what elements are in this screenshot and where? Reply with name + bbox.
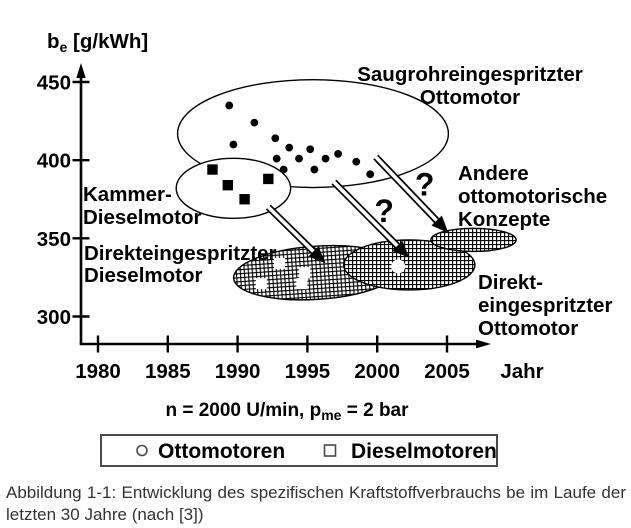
label-otto-di-line3: Ottomotor xyxy=(478,317,578,340)
y-axis-title: be [g/kWh] xyxy=(47,30,148,55)
data-point-otto xyxy=(225,101,234,110)
label-andere-line3: Konzepte xyxy=(458,208,550,231)
legend-otto-circle-icon xyxy=(136,444,148,457)
caption-line1: Abbildung 1-1: Entwicklung des spezifisc… xyxy=(6,483,626,502)
chart-svg: 450 400 350 300 1980 1985 1990 1995 2000 2005 ??… xyxy=(37,30,612,467)
y-axis-arrow-icon xyxy=(76,63,86,78)
label-andere-line2: ottomotorische xyxy=(458,185,607,208)
question-mark: ? xyxy=(374,193,394,229)
y-tick-label: 350 xyxy=(37,228,71,251)
x-tick-label: 2000 xyxy=(354,360,400,383)
x-tick-label: 2005 xyxy=(424,360,470,383)
data-point-otto-di xyxy=(391,259,406,274)
label-saugrohr-line2: Ottomotor xyxy=(420,86,520,109)
group-ellipse-andere xyxy=(430,227,517,253)
data-point-otto xyxy=(321,154,330,163)
data-point-diesel xyxy=(222,179,234,191)
data-point-otto xyxy=(271,134,280,143)
label-saugrohr-line1: Saugrohreingespritzter xyxy=(357,63,583,86)
label-otto-di-line2: eingespritzter xyxy=(478,294,612,317)
legend-otto-label: Ottomotoren xyxy=(158,440,285,463)
x-tick-label: 1995 xyxy=(285,360,331,383)
condition-line: n = 2000 U/min, pme = 2 bar xyxy=(165,400,409,423)
data-point-otto xyxy=(366,170,375,179)
trend-arrowhead-icon xyxy=(392,240,410,258)
label-kammer-line1: Kammer- xyxy=(83,183,172,206)
legend-box xyxy=(100,434,498,467)
plot-area: ?? xyxy=(175,78,517,301)
group-ellipse-kammer xyxy=(175,157,292,220)
label-andere-line1: Andere xyxy=(458,162,529,185)
x-ticks: 1980 1985 1990 1995 2000 2005 xyxy=(75,335,470,383)
data-point-diesel xyxy=(239,194,250,205)
data-point-diesel-di xyxy=(273,257,285,269)
data-point-otto xyxy=(279,165,288,174)
x-axis-arrow-icon xyxy=(476,339,491,349)
label-kammer-line2: Dieselmotor xyxy=(83,206,201,229)
legend-diesel-label: Dieselmotoren xyxy=(351,440,497,463)
data-point-otto xyxy=(310,165,319,174)
trend-arrow-shaft-gap xyxy=(332,180,403,251)
data-point-diesel-di xyxy=(255,278,267,290)
data-point-otto xyxy=(272,154,281,163)
question-mark: ? xyxy=(415,166,435,202)
trend-arrow-shaft-gap xyxy=(374,155,442,226)
data-point-otto xyxy=(250,118,259,127)
legend-diesel-square-icon xyxy=(323,444,337,457)
data-point-otto xyxy=(229,140,238,149)
legend: Ottomotoren Dieselmotoren xyxy=(100,434,498,467)
trend-arrowhead-icon xyxy=(431,215,449,233)
data-point-diesel-di xyxy=(299,267,311,279)
data-point-otto xyxy=(295,154,303,163)
x-tick-label: 1990 xyxy=(215,360,261,383)
figure-caption: Abbildung 1-1: Entwicklung des spezifisc… xyxy=(6,482,626,526)
data-point-otto xyxy=(285,143,294,152)
label-diesel-di-line1: Direkteingespritzter xyxy=(84,242,277,265)
label-otto-di-line1: Direkt- xyxy=(478,271,543,294)
y-tick-label: 450 xyxy=(37,72,71,95)
x-tick-label: 1980 xyxy=(75,360,121,383)
data-point-otto xyxy=(306,145,315,154)
data-point-diesel xyxy=(207,164,218,175)
trend-arrowhead-icon xyxy=(308,246,326,264)
labels: be [g/kWh] Saugrohreingespritzter Ottomo… xyxy=(47,30,612,423)
y-ticks: 450 400 350 300 xyxy=(37,72,90,329)
group-ellipse-otto_di xyxy=(342,239,476,291)
x-tick-label: 1985 xyxy=(145,360,191,383)
y-tick-label: 300 xyxy=(37,306,71,329)
data-point-otto xyxy=(334,150,343,158)
data-point-otto xyxy=(352,157,361,166)
data-point-diesel xyxy=(263,173,274,185)
data-point-diesel-di xyxy=(296,278,308,290)
y-tick-label: 400 xyxy=(37,150,71,173)
x-axis-title: Jahr xyxy=(500,360,543,383)
label-diesel-di-line2: Dieselmotor xyxy=(84,264,202,287)
trend-arrow-shaft-gap xyxy=(267,205,319,257)
caption-line2: letzten 30 Jahre (nach [3]) xyxy=(6,505,204,524)
axes: 450 400 350 300 1980 1985 1990 1995 2000 2005 xyxy=(37,63,491,383)
